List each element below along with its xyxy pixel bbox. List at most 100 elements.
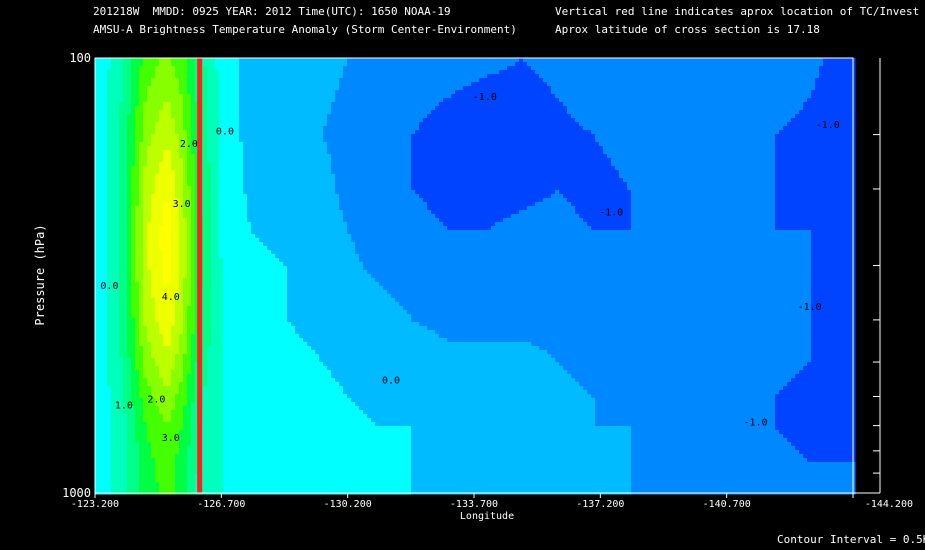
contour-cell <box>123 458 128 463</box>
contour-cell <box>223 354 228 359</box>
contour-cell <box>231 338 236 343</box>
contour-cell <box>235 450 240 455</box>
contour-cell <box>223 222 228 227</box>
contour-cell <box>267 322 272 327</box>
contour-cell <box>139 450 144 455</box>
contour-cell <box>231 158 236 163</box>
contour-cell <box>207 102 212 107</box>
contour-cell <box>163 406 168 411</box>
contour-cell <box>127 382 132 387</box>
contour-cell <box>167 202 172 207</box>
contour-cell <box>203 230 208 235</box>
contour-cell <box>103 446 108 451</box>
contour-cell <box>215 258 220 263</box>
contour-cell <box>259 442 264 447</box>
contour-cell <box>175 134 180 139</box>
contour-cell <box>115 458 120 463</box>
contour-cell <box>127 178 132 183</box>
contour-cell <box>191 318 196 323</box>
contour-cell <box>247 178 252 183</box>
contour-cell <box>183 474 188 479</box>
contour-cell <box>275 318 280 323</box>
contour-cell <box>155 466 160 471</box>
contour-cell <box>99 366 104 371</box>
contour-cell <box>147 382 152 387</box>
contour-cell <box>243 214 248 219</box>
contour-cell <box>147 182 152 187</box>
contour-cell <box>231 178 236 183</box>
contour-cell <box>259 62 264 67</box>
contour-cell <box>227 446 232 451</box>
contour-cell <box>95 222 100 227</box>
contour-cell <box>259 162 264 167</box>
contour-cell <box>107 330 112 335</box>
contour-cell <box>135 358 140 363</box>
contour-cell <box>207 226 212 231</box>
contour-cell <box>215 246 220 251</box>
contour-cell <box>203 322 208 327</box>
contour-cell <box>223 154 228 159</box>
contour-cell <box>171 258 176 263</box>
contour-cell <box>119 322 124 327</box>
contour-cell <box>251 186 256 191</box>
contour-cell <box>143 466 148 471</box>
contour-cell <box>215 322 220 327</box>
contour-cell <box>235 182 240 187</box>
contour-cell <box>123 226 128 231</box>
contour-cell <box>239 434 244 439</box>
contour-cell <box>139 330 144 335</box>
contour-cell <box>191 74 196 79</box>
contour-cell <box>147 294 152 299</box>
contour-cell <box>187 86 192 91</box>
contour-cell <box>183 226 188 231</box>
contour-cell <box>147 314 152 319</box>
contour-cell <box>95 406 100 411</box>
contour-cell <box>131 486 136 491</box>
contour-cell <box>171 190 176 195</box>
contour-cell <box>111 202 116 207</box>
contour-cell <box>111 326 116 331</box>
contour-cell <box>107 202 112 207</box>
contour-cell <box>267 266 272 271</box>
contour-cell <box>211 70 216 75</box>
contour-cell <box>127 58 132 63</box>
contour-cell <box>155 98 160 103</box>
contour-cell <box>151 130 156 135</box>
contour-cell <box>271 230 276 235</box>
contour-cell <box>203 414 208 419</box>
contour-cell <box>263 90 268 95</box>
contour-cell <box>167 318 172 323</box>
contour-cell <box>171 74 176 79</box>
contour-cell <box>103 102 108 107</box>
contour-cell <box>175 458 180 463</box>
contour-cell <box>239 314 244 319</box>
contour-cell <box>207 418 212 423</box>
contour-cell <box>227 406 232 411</box>
contour-cell <box>267 174 272 179</box>
contour-cell <box>131 98 136 103</box>
contour-cell <box>171 274 176 279</box>
contour-cell <box>263 462 268 467</box>
contour-cell <box>155 150 160 155</box>
contour-cell <box>223 398 228 403</box>
contour-cell <box>227 422 232 427</box>
contour-cell <box>227 278 232 283</box>
contour-cell <box>223 294 228 299</box>
contour-cell <box>175 354 180 359</box>
contour-cell <box>147 166 152 171</box>
contour-cell <box>275 154 280 159</box>
contour-cell <box>151 134 156 139</box>
contour-cell <box>247 194 252 199</box>
contour-cell <box>243 482 248 487</box>
contour-cell <box>107 442 112 447</box>
contour-cell <box>123 230 128 235</box>
contour-cell <box>235 370 240 375</box>
contour-cell <box>271 262 276 267</box>
contour-cell <box>119 302 124 307</box>
contour-cell <box>207 454 212 459</box>
contour-cell <box>251 238 256 243</box>
contour-cell <box>219 306 224 311</box>
contour-cell <box>239 274 244 279</box>
contour-cell <box>147 146 152 151</box>
contour-cell <box>243 442 248 447</box>
